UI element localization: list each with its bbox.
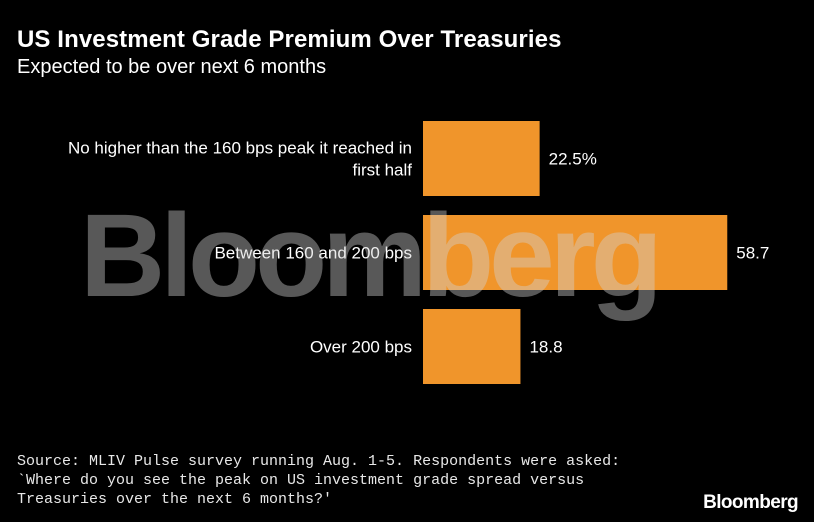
bar-1: [423, 215, 728, 290]
bar-2: [423, 309, 521, 384]
bar-chart: 22.5% No higher than the 160 bps peak it …: [68, 121, 769, 384]
category-label-0-0: No higher than the 160 bps peak it reach…: [68, 139, 412, 158]
bar-0: [423, 121, 540, 196]
chart-title: US Investment Grade Premium Over Treasur…: [17, 26, 562, 53]
chart-subtitle: Expected to be over next 6 months: [17, 56, 327, 78]
brand-logo: Bloomberg: [703, 492, 798, 513]
value-label-0: 22.5%: [549, 150, 597, 169]
value-label-1: 58.7: [736, 244, 769, 263]
category-label-0-1: first half: [352, 161, 412, 180]
category-label-2-0: Over 200 bps: [310, 338, 412, 357]
source-note: Source: MLIV Pulse survey running Aug. 1…: [17, 453, 621, 508]
category-label-1-0: Between 160 and 200 bps: [214, 244, 412, 263]
value-label-2: 18.8: [529, 338, 562, 357]
